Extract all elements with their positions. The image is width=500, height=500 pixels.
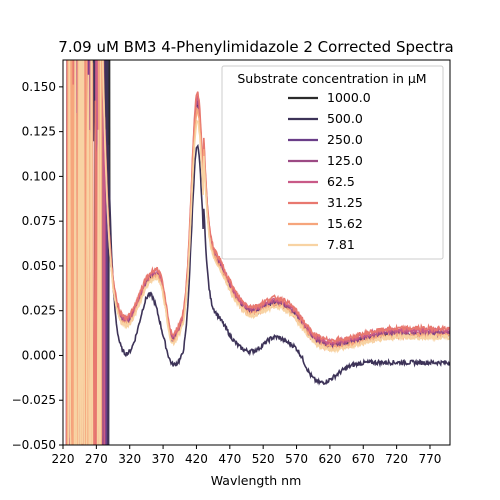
x-axis-label: Wavlength nm (211, 473, 302, 488)
y-tick-label: −0.025 (12, 393, 56, 407)
legend-title: Substrate concentration in µM (237, 71, 426, 86)
y-tick-label: 0.125 (22, 125, 56, 139)
x-tick-label: 570 (285, 452, 308, 466)
legend-entry-label: 15.62 (327, 216, 363, 231)
series-line-7.81 (67, 60, 450, 445)
legend-entry-label: 31.25 (327, 195, 363, 210)
chart-title: 7.09 uM BM3 4-Phenylimidazole 2 Correcte… (58, 38, 453, 56)
x-tick-label: 620 (318, 452, 341, 466)
x-axis: 220 270 320 370 420 470 520 570 620 670 720 770 (52, 445, 442, 466)
legend-box (221, 65, 444, 260)
y-tick-label: 0.000 (22, 348, 56, 362)
x-tick-label: 520 (252, 452, 275, 466)
y-tick-label: 0.025 (22, 304, 56, 318)
legend-entry-label: 7.81 (327, 237, 355, 252)
legend-entry-label: 62.5 (327, 174, 355, 189)
x-tick-label: 670 (352, 452, 375, 466)
y-tick-label: 0.100 (22, 169, 56, 183)
y-tick-label: 0.075 (22, 214, 56, 228)
x-tick-label: 720 (385, 452, 408, 466)
legend-entry-label: 500.0 (327, 111, 363, 126)
x-tick-label: 770 (419, 452, 442, 466)
series-layer (65, 60, 450, 445)
legend-entry-label: 125.0 (327, 153, 363, 168)
x-tick-label: 270 (85, 452, 108, 466)
x-tick-label: 220 (52, 452, 75, 466)
y-tick-label: 0.050 (22, 259, 56, 273)
legend-entry-label: 250.0 (327, 132, 363, 147)
x-tick-label: 420 (185, 452, 208, 466)
x-tick-label: 370 (152, 452, 175, 466)
series-line-500.0 (66, 60, 450, 445)
y-tick-label: 0.150 (22, 80, 56, 94)
legend-entry-label: 1000.0 (327, 90, 371, 105)
legend: Substrate concentration in µM 1000.0 500.… (221, 65, 444, 260)
x-tick-label: 470 (218, 452, 241, 466)
plot-frame (62, 59, 451, 446)
y-tick-label: −0.050 (12, 438, 56, 452)
x-tick-label: 320 (118, 452, 141, 466)
legend-entries: 1000.0 500.0 250.0 125.0 62.5 31.25 15.62 7.81 (288, 90, 371, 252)
y-axis: −0.050 −0.025 0.000 0.025 0.050 0.075 0.100 0.1… (12, 80, 63, 452)
series-line-31.25 (65, 60, 450, 445)
